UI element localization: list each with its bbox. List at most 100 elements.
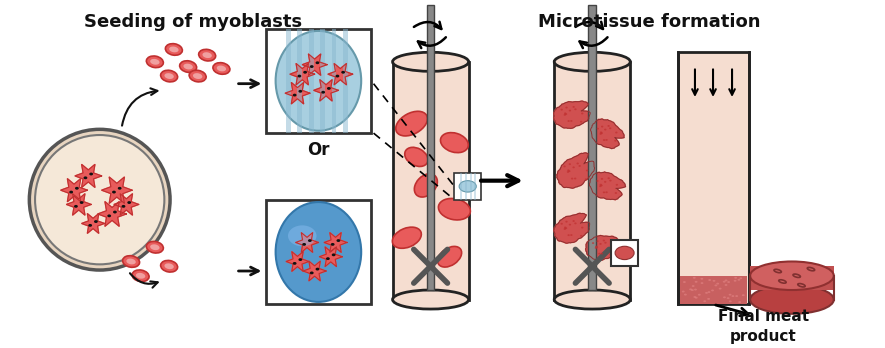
Ellipse shape [599,243,602,245]
Ellipse shape [611,246,612,248]
Ellipse shape [342,71,345,74]
Ellipse shape [121,205,126,208]
Ellipse shape [326,257,330,260]
Bar [320,29,325,133]
Text: Or: Or [307,141,329,159]
Bar [554,62,630,300]
Ellipse shape [554,52,630,71]
Ellipse shape [607,177,610,179]
Polygon shape [304,261,326,281]
Ellipse shape [598,253,601,255]
Ellipse shape [189,70,206,82]
Ellipse shape [564,227,566,228]
Ellipse shape [580,121,582,122]
Polygon shape [102,177,132,203]
Polygon shape [285,82,310,104]
Ellipse shape [565,113,567,115]
Bar [612,240,638,266]
Ellipse shape [735,295,738,297]
Ellipse shape [735,277,737,279]
Ellipse shape [560,223,563,225]
Ellipse shape [698,294,701,296]
Ellipse shape [596,240,598,242]
Ellipse shape [564,114,566,116]
FancyArrowPatch shape [580,37,607,48]
Ellipse shape [303,243,306,246]
Ellipse shape [614,140,617,142]
FancyArrowPatch shape [711,69,716,95]
Ellipse shape [750,285,834,314]
Ellipse shape [725,284,727,286]
Ellipse shape [107,214,112,217]
Ellipse shape [304,71,307,74]
Ellipse shape [683,281,686,283]
Ellipse shape [732,295,735,297]
FancyArrowPatch shape [481,175,519,186]
Ellipse shape [615,132,618,134]
Ellipse shape [198,49,216,61]
Ellipse shape [132,270,149,282]
Polygon shape [66,194,91,215]
Ellipse shape [573,166,574,168]
Ellipse shape [567,120,570,122]
Ellipse shape [737,279,741,281]
Ellipse shape [393,52,469,71]
Ellipse shape [308,239,312,242]
Bar [286,29,291,133]
Ellipse shape [193,73,203,79]
Ellipse shape [127,259,135,264]
Polygon shape [328,63,352,85]
Bar [454,173,481,200]
Bar [266,29,371,133]
Ellipse shape [569,110,571,111]
Circle shape [29,129,170,270]
Ellipse shape [712,290,714,291]
Ellipse shape [719,288,721,290]
Text: Final meat
product: Final meat product [718,309,809,344]
Polygon shape [114,194,139,215]
Ellipse shape [739,277,743,279]
Circle shape [35,135,165,264]
Ellipse shape [704,300,706,302]
Ellipse shape [327,87,331,90]
Ellipse shape [616,184,618,186]
Ellipse shape [69,191,73,193]
Ellipse shape [708,279,711,281]
Text: Seeding of myoblasts: Seeding of myoblasts [84,13,302,31]
Ellipse shape [615,246,635,260]
Ellipse shape [609,127,612,129]
Polygon shape [554,213,589,243]
Ellipse shape [80,201,83,204]
Ellipse shape [580,235,582,237]
Ellipse shape [727,297,729,299]
Ellipse shape [569,224,571,226]
Ellipse shape [574,177,576,180]
Ellipse shape [700,278,704,280]
Ellipse shape [605,139,608,141]
Ellipse shape [601,253,603,254]
Ellipse shape [414,174,437,197]
Ellipse shape [298,258,303,261]
Ellipse shape [161,70,178,82]
Ellipse shape [574,222,577,224]
Ellipse shape [574,108,577,110]
Ellipse shape [570,120,573,122]
Ellipse shape [723,296,726,298]
Bar [678,52,750,304]
Ellipse shape [607,125,610,127]
Ellipse shape [275,31,361,131]
Ellipse shape [74,205,78,208]
Ellipse shape [579,165,581,167]
Ellipse shape [568,170,571,172]
FancyArrowPatch shape [716,305,748,316]
Ellipse shape [716,283,720,285]
Ellipse shape [689,288,692,290]
Ellipse shape [331,243,335,246]
Text: Microtissue formation: Microtissue formation [538,13,760,31]
Ellipse shape [564,112,566,114]
Bar [465,173,466,200]
Ellipse shape [573,220,575,222]
Polygon shape [303,54,327,76]
Ellipse shape [310,271,313,274]
Bar [589,5,596,290]
